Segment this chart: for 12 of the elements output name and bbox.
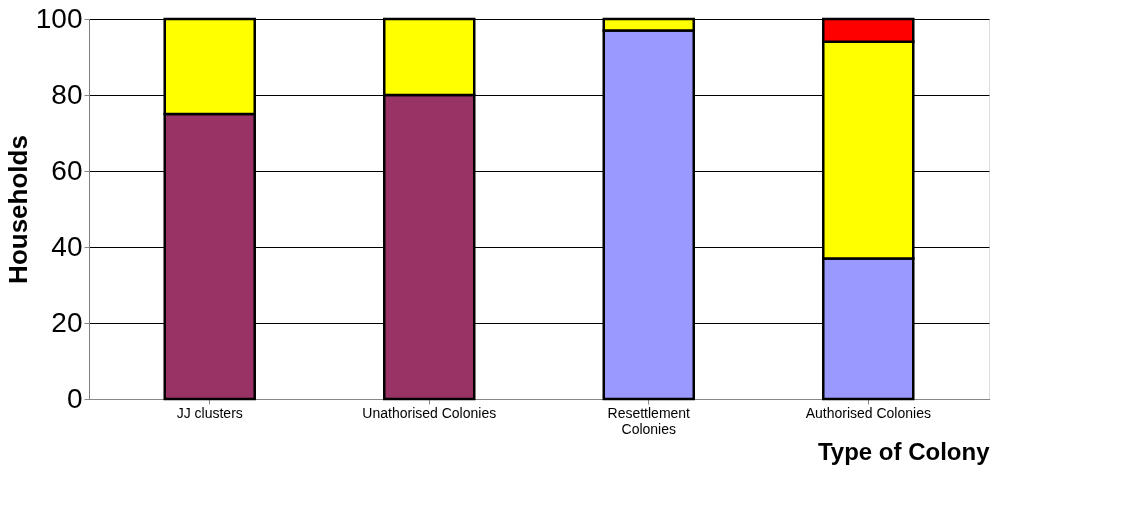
x-tick-label: Unathorised Colonies: [362, 404, 497, 421]
x-tick-label: Authorised Colonies: [805, 404, 931, 421]
y-axis-title: Households: [2, 135, 33, 284]
y-tick-label: 60: [51, 154, 83, 186]
y-tick-label: 20: [51, 306, 83, 338]
y-tick-label: 80: [51, 78, 83, 110]
y-tick-label: 0: [66, 382, 83, 414]
x-tick-label: Resettlement Colonies: [607, 404, 691, 437]
y-tick-label: 100: [35, 2, 83, 34]
x-axis-title: Type of Colony: [817, 437, 991, 465]
y-tick-label: 40: [51, 230, 83, 262]
x-tick-label: JJ clusters: [176, 404, 243, 421]
